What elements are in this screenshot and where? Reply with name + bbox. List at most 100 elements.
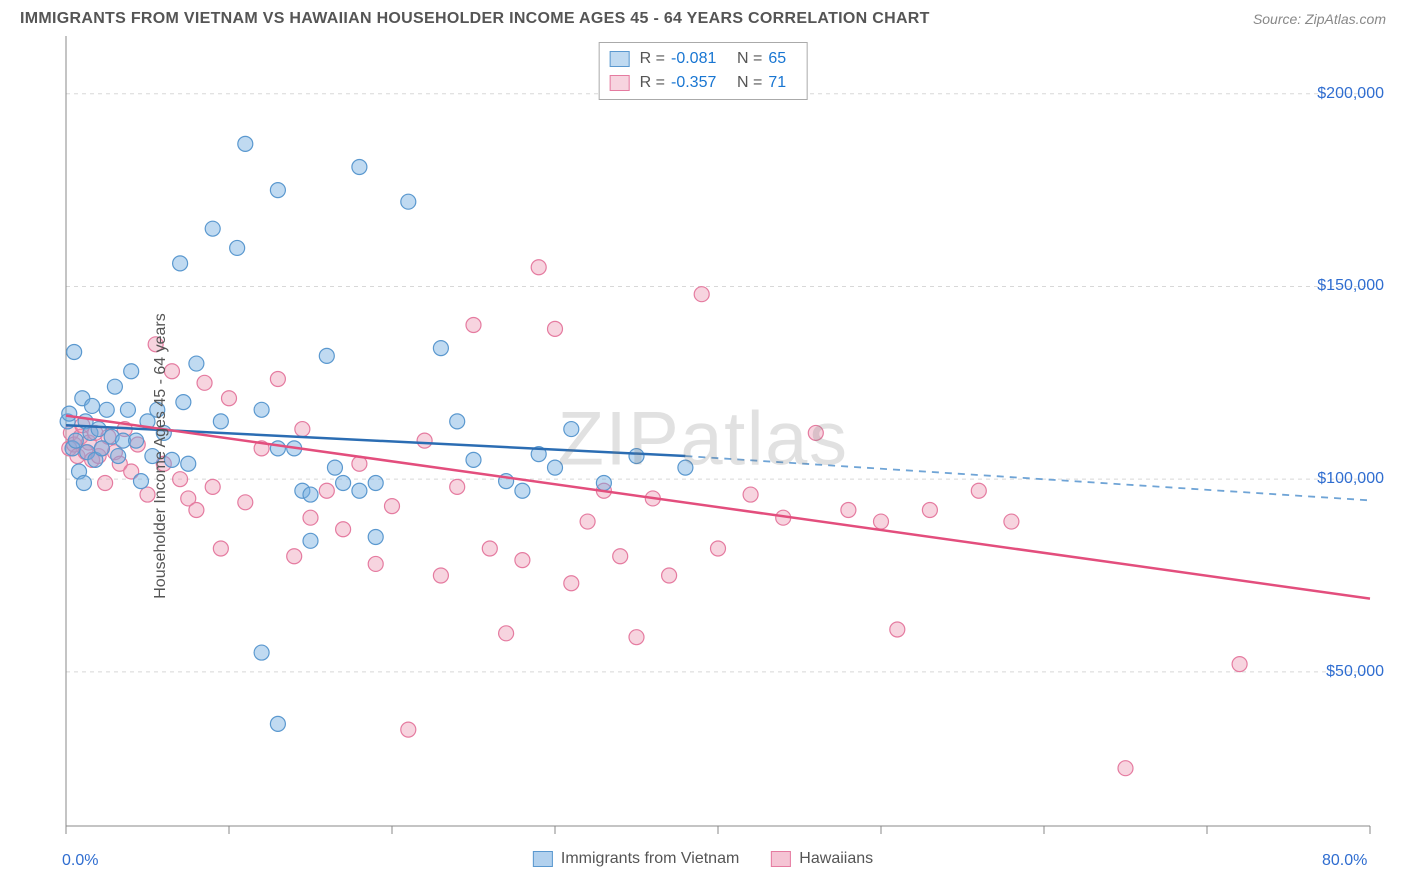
legend-stats-row: R =-0.357N =71 (610, 71, 797, 95)
scatter-point (303, 533, 318, 548)
scatter-point (433, 568, 448, 583)
trend-line (66, 416, 1370, 599)
y-tick-label: $150,000 (1317, 277, 1384, 295)
chart-canvas (10, 36, 1396, 876)
scatter-point (303, 510, 318, 525)
scatter-point (482, 541, 497, 556)
scatter-point (205, 221, 220, 236)
scatter-point (181, 456, 196, 471)
scatter-point (62, 406, 77, 421)
legend-label: Immigrants from Vietnam (561, 850, 739, 868)
scatter-point (629, 630, 644, 645)
scatter-point (213, 414, 228, 429)
series-legend: Immigrants from Vietnam Hawaiians (533, 850, 873, 868)
legend-stats-row: R =-0.081 N =65 (610, 47, 797, 71)
scatter-point (173, 472, 188, 487)
scatter-point (629, 449, 644, 464)
legend-swatch-icon (533, 851, 553, 867)
legend-swatch-icon (610, 75, 630, 91)
scatter-point (213, 541, 228, 556)
scatter-point (841, 503, 856, 518)
scatter-point (99, 402, 114, 417)
scatter-point (694, 287, 709, 302)
scatter-point (270, 716, 285, 731)
scatter-point (303, 487, 318, 502)
y-axis-label: Householder Income Ages 45 - 64 years (152, 313, 170, 599)
scatter-point (295, 422, 310, 437)
stat-r-value: -0.357 (671, 71, 727, 95)
scatter-point (874, 514, 889, 529)
scatter-point (189, 356, 204, 371)
scatter-point (548, 460, 563, 475)
legend-swatch-icon (771, 851, 791, 867)
y-tick-label: $50,000 (1326, 663, 1384, 681)
scatter-point (401, 722, 416, 737)
trend-line-extrapolated (685, 456, 1370, 500)
stat-n-label: N = (737, 71, 762, 95)
source-attribution: Source: ZipAtlas.com (1253, 11, 1386, 27)
stat-r-value: -0.081 (671, 47, 727, 71)
scatter-point (580, 514, 595, 529)
scatter-point (515, 553, 530, 568)
scatter-point (450, 479, 465, 494)
scatter-point (319, 483, 334, 498)
scatter-point (433, 341, 448, 356)
scatter-point (319, 348, 334, 363)
scatter-point (808, 425, 823, 440)
chart-title: IMMIGRANTS FROM VIETNAM VS HAWAIIAN HOUS… (20, 10, 930, 28)
scatter-point (205, 479, 220, 494)
scatter-point (230, 240, 245, 255)
legend-item: Hawaiians (771, 850, 873, 868)
scatter-point (238, 136, 253, 151)
scatter-point (678, 460, 693, 475)
scatter-point (922, 503, 937, 518)
scatter-point (417, 433, 432, 448)
correlation-chart: ZIPatlas R =-0.081N =65R =-0.357N =71 Ho… (10, 36, 1396, 876)
stat-r-label: R = (640, 47, 665, 71)
scatter-point (531, 260, 546, 275)
scatter-point (98, 476, 113, 491)
scatter-point (1232, 657, 1247, 672)
scatter-point (68, 433, 83, 448)
scatter-point (499, 626, 514, 641)
scatter-point (401, 194, 416, 209)
scatter-point (124, 364, 139, 379)
stat-n-value: 71 (768, 71, 796, 95)
scatter-point (1118, 761, 1133, 776)
scatter-point (385, 499, 400, 514)
scatter-point (270, 441, 285, 456)
scatter-point (711, 541, 726, 556)
scatter-point (564, 422, 579, 437)
y-tick-label: $200,000 (1317, 85, 1384, 103)
legend-swatch-icon (610, 51, 630, 67)
scatter-point (173, 256, 188, 271)
scatter-point (890, 622, 905, 637)
scatter-point (111, 449, 126, 464)
scatter-point (222, 391, 237, 406)
scatter-point (336, 522, 351, 537)
scatter-point (327, 460, 342, 475)
scatter-point (107, 379, 122, 394)
scatter-point (238, 495, 253, 510)
scatter-point (336, 476, 351, 491)
scatter-point (129, 433, 144, 448)
x-tick-label: 0.0% (62, 852, 98, 870)
stat-n-label: N = (737, 47, 762, 71)
scatter-point (515, 483, 530, 498)
scatter-point (368, 556, 383, 571)
scatter-point (450, 414, 465, 429)
y-tick-label: $100,000 (1317, 470, 1384, 488)
scatter-point (254, 402, 269, 417)
scatter-point (352, 483, 367, 498)
scatter-point (971, 483, 986, 498)
scatter-point (270, 183, 285, 198)
stat-n-value: 65 (768, 47, 796, 71)
scatter-point (368, 529, 383, 544)
scatter-point (368, 476, 383, 491)
scatter-point (270, 371, 285, 386)
scatter-point (1004, 514, 1019, 529)
scatter-point (120, 402, 135, 417)
legend-stats-box: R =-0.081 N =65R =-0.357 N =71 (599, 42, 808, 100)
scatter-point (613, 549, 628, 564)
scatter-point (189, 503, 204, 518)
